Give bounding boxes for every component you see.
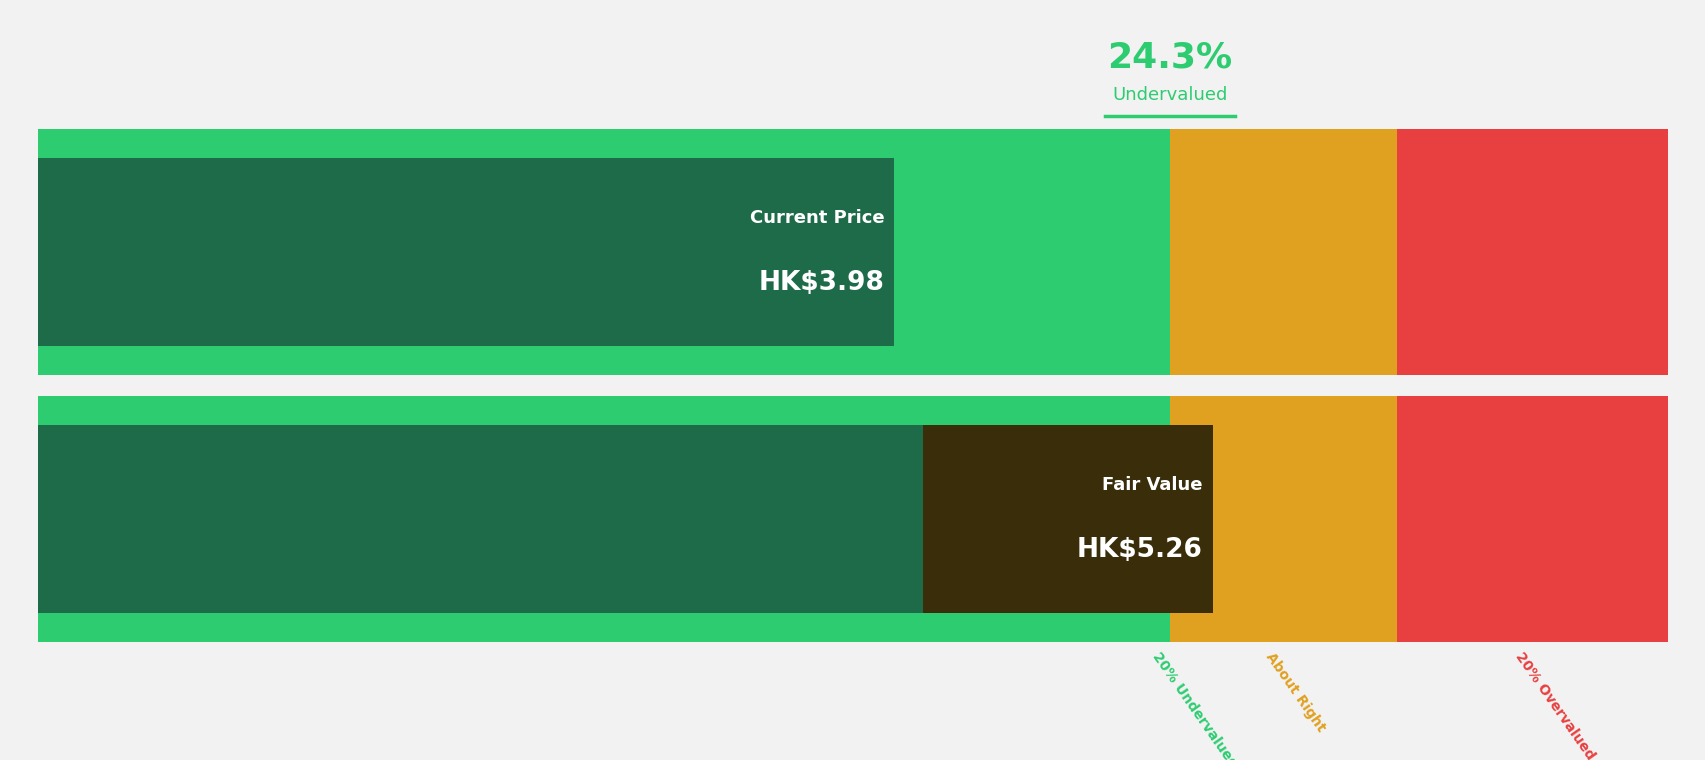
Text: Fair Value: Fair Value <box>1101 476 1202 494</box>
Text: Undervalued: Undervalued <box>1112 86 1228 104</box>
Bar <box>1396 397 1667 642</box>
Text: 20% Overvalued: 20% Overvalued <box>1512 650 1596 760</box>
Bar <box>38 426 1170 613</box>
Text: 24.3%: 24.3% <box>1107 40 1233 74</box>
Bar <box>38 397 1170 642</box>
Bar <box>1396 129 1667 375</box>
Text: HK$3.98: HK$3.98 <box>759 270 883 296</box>
Text: 20% Undervalued: 20% Undervalued <box>1149 650 1240 760</box>
Bar <box>922 426 1212 613</box>
Bar <box>629 158 893 347</box>
Text: About Right: About Right <box>1262 650 1328 734</box>
Text: Current Price: Current Price <box>748 209 883 227</box>
Bar <box>1170 129 1396 375</box>
Text: HK$5.26: HK$5.26 <box>1076 537 1202 562</box>
Bar <box>38 129 1170 375</box>
Bar <box>38 158 893 347</box>
Bar <box>1170 397 1396 642</box>
